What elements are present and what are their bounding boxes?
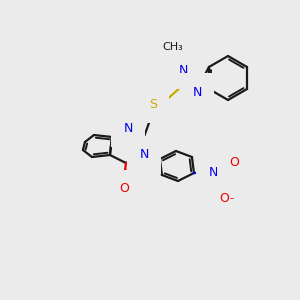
Text: N: N [192,85,202,98]
Text: N: N [123,122,133,134]
Text: S: S [149,98,157,110]
Text: -: - [230,193,234,203]
Text: O: O [229,157,239,169]
Text: O: O [119,182,129,196]
Text: N: N [139,148,148,161]
Text: N: N [208,167,218,179]
Text: N: N [178,64,188,76]
Text: O: O [219,191,229,205]
Text: +: + [215,164,222,173]
Text: CH₃: CH₃ [163,42,183,52]
